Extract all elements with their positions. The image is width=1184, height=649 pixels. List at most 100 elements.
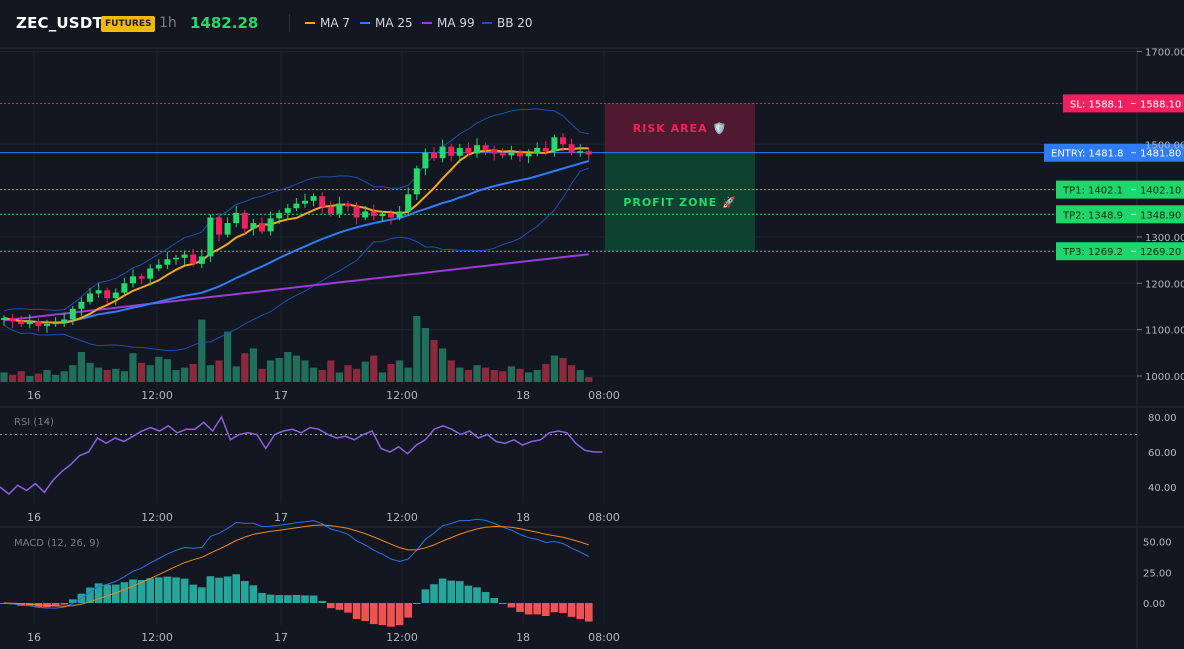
ma99-line [3, 253, 589, 322]
legend-ma7[interactable]: MA 7 [305, 16, 350, 30]
candle-body[interactable] [542, 147, 549, 152]
candle-body[interactable] [207, 217, 214, 257]
candle-body[interactable] [405, 194, 412, 212]
candle-body[interactable] [9, 318, 16, 322]
candle-body[interactable] [173, 257, 179, 260]
candle-body[interactable] [216, 217, 222, 235]
tp1-tag[interactable] [1056, 180, 1184, 199]
candle-body[interactable] [379, 213, 386, 217]
price-tick: 1200.00 [1145, 279, 1184, 290]
tp2-tag[interactable] [1056, 205, 1184, 224]
candle-body[interactable] [353, 206, 360, 218]
candle-body[interactable] [138, 276, 145, 279]
legend-ma99[interactable]: MA 99 [422, 16, 475, 30]
candle-body[interactable] [267, 218, 274, 232]
candle-body[interactable] [388, 213, 394, 218]
candle-body[interactable] [181, 254, 188, 258]
candle-body[interactable] [224, 223, 231, 235]
candle-body[interactable] [319, 196, 326, 207]
candle-body[interactable] [26, 321, 33, 325]
candle-body[interactable] [18, 321, 25, 325]
candle-body[interactable] [577, 151, 584, 153]
candle-body[interactable] [482, 145, 489, 150]
candle-body[interactable] [327, 206, 334, 214]
candle-body[interactable] [585, 151, 592, 155]
candle-body[interactable] [370, 211, 377, 217]
candle-body[interactable] [551, 137, 558, 152]
candle-body[interactable] [508, 152, 515, 156]
candle-body[interactable] [233, 212, 240, 224]
candle-body[interactable] [336, 203, 343, 214]
time-axis-rsi[interactable]: 16 12:00 17 12:00 18 08:00 [27, 511, 620, 524]
candle-body[interactable] [147, 268, 154, 279]
candle-body[interactable] [87, 293, 93, 302]
candle-body[interactable] [52, 322, 59, 325]
candle-body[interactable] [78, 301, 85, 309]
macd-histogram-bar [456, 581, 464, 603]
candle-body[interactable] [345, 203, 351, 207]
candle-body[interactable] [1, 318, 7, 320]
candle-body[interactable] [198, 256, 205, 264]
symbol-name[interactable]: ZEC_USDT [16, 14, 103, 32]
candle-body[interactable] [465, 147, 472, 154]
time-axis-macd[interactable]: 16 12:00 17 12:00 18 08:00 [27, 631, 620, 644]
macd-histogram-bar [430, 584, 438, 603]
price-axis[interactable]: 1700.00 1500.00 1300.00 1200.00 1100.00 … [1145, 48, 1184, 383]
candle-body[interactable] [259, 223, 265, 232]
legend-ma25[interactable]: MA 25 [360, 16, 413, 30]
candle-body[interactable] [130, 276, 136, 284]
volume-bar [26, 376, 34, 382]
volume-bar [421, 328, 429, 382]
timeframe-selector[interactable]: 1h [159, 15, 177, 31]
candle-body[interactable] [164, 259, 171, 265]
candle-body[interactable] [396, 211, 403, 218]
candle-body[interactable] [362, 211, 369, 218]
legend-bb20[interactable]: BB 20 [482, 16, 533, 30]
tp3-tag[interactable] [1056, 242, 1184, 261]
macd-histogram-bar [292, 595, 301, 603]
candle-body[interactable] [95, 290, 102, 294]
entry-tag[interactable] [1044, 143, 1184, 162]
candle-body[interactable] [448, 146, 455, 156]
candle-body[interactable] [456, 147, 463, 156]
candle-body[interactable] [250, 223, 257, 229]
macd-histogram-bar [490, 598, 498, 603]
volume-bar [52, 374, 60, 382]
candle-body[interactable] [35, 321, 42, 326]
tp2-axis-label: 1348.90 [1140, 210, 1181, 221]
candle-body[interactable] [422, 152, 429, 169]
candle-body[interactable] [121, 283, 128, 293]
volume-bar [17, 371, 25, 382]
time-axis-main[interactable]: 16 12:00 17 12:00 18 08:00 [27, 389, 620, 402]
ma99-label: MA 99 [437, 16, 475, 30]
candle-body[interactable] [499, 153, 506, 156]
candle-body[interactable] [241, 212, 248, 229]
candle-body[interactable] [104, 290, 111, 299]
candle-body[interactable] [112, 292, 119, 299]
candle-body[interactable] [560, 137, 566, 145]
candle-body[interactable] [293, 203, 300, 209]
candle-body[interactable] [568, 144, 575, 153]
candle-body[interactable] [69, 308, 76, 320]
candle-body[interactable] [276, 212, 283, 219]
candle-body[interactable] [413, 168, 420, 195]
candle-body[interactable] [474, 145, 480, 154]
candle-body[interactable] [431, 152, 437, 159]
candle-body[interactable] [517, 152, 523, 157]
candle-body[interactable] [284, 208, 291, 213]
candle-body[interactable] [534, 147, 541, 154]
candle-body[interactable] [302, 200, 308, 204]
candle-body[interactable] [439, 146, 446, 159]
sl-tag[interactable] [1063, 94, 1184, 113]
candle-body[interactable] [61, 319, 68, 323]
profit-zone-label: PROFIT ZONE 🚀 [623, 196, 736, 209]
candle-body[interactable] [310, 196, 317, 201]
macd-histogram-bar [206, 576, 215, 603]
candle-body[interactable] [44, 324, 50, 326]
candle-body[interactable] [491, 149, 498, 154]
candle-body[interactable] [155, 264, 162, 269]
candle-body[interactable] [525, 153, 532, 157]
rsi-axis: 80.00 60.00 40.00 [1148, 413, 1177, 494]
candle-body[interactable] [190, 254, 197, 264]
